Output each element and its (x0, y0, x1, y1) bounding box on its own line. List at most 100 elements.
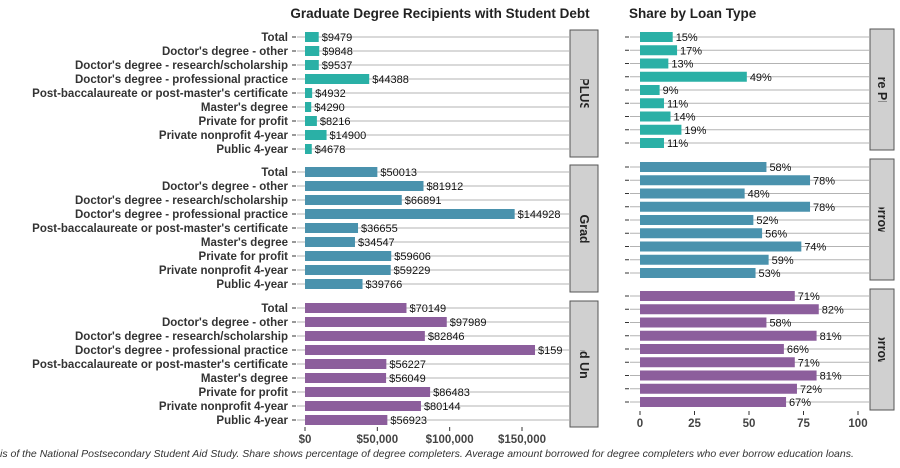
category-label: Private for profit (199, 387, 289, 399)
bar (305, 251, 392, 261)
bar (640, 215, 754, 225)
strip: Share Borrowed Grad (869, 155, 895, 284)
bar (640, 344, 784, 354)
strip-box (569, 29, 599, 158)
data-label: $70149 (409, 303, 446, 315)
data-label: $4932 (315, 88, 346, 100)
data-label: 11% (667, 138, 688, 150)
panel-1: Total $9479 Doctor's degree - other $9848 Do… (32, 32, 569, 156)
panel-2: 58% 78% 48% 78% 52%56% 74% 59%53% (625, 162, 869, 280)
bar (640, 111, 671, 122)
category-label: Master's degree (201, 102, 288, 114)
data-label: 13% (671, 59, 693, 71)
data-label: $97989 (450, 317, 487, 329)
category-label: Doctor's degree - professional practice (75, 345, 288, 357)
category-label: Public 4-year (216, 415, 288, 427)
panel-3: 71%82%58%81%66%71%81%72%67% (625, 291, 869, 409)
data-label: 81% (820, 331, 842, 343)
bar (640, 397, 787, 407)
data-label: $9848 (322, 46, 353, 58)
data-label: 52% (756, 215, 778, 227)
bar (640, 201, 811, 212)
category-label: Private nonprofit 4-year (159, 130, 289, 142)
data-label: 71% (798, 291, 820, 303)
data-label: 71% (798, 357, 820, 369)
bar (305, 116, 317, 126)
data-label: $14900 (330, 130, 367, 142)
bar (640, 330, 817, 341)
x-tick-label: $0 (299, 434, 312, 446)
data-label: 15% (676, 32, 698, 44)
data-label: $81912 (426, 181, 463, 193)
data-label: $34547 (358, 237, 395, 249)
x-tick-label: $150,000 (498, 434, 546, 446)
panel-1: 15%17%13%49%9%11%14%19%11% (625, 32, 869, 150)
category-label: Doctor's degree - other (162, 46, 289, 58)
category-label: Public 4-year (216, 144, 288, 156)
x-tick-label: 100 (848, 418, 867, 430)
category-label: Doctor's degree - other (162, 181, 289, 193)
x-tick-label: $100,000 (426, 434, 474, 446)
x-tick-label: 0 (637, 418, 643, 430)
strip-label: Total PLUS Debt (577, 45, 591, 143)
category-label: Master's degree (201, 373, 288, 385)
bar (640, 304, 819, 315)
strip: Share Borrowed Ever (869, 288, 895, 411)
strip: Total Grad Debt (569, 164, 599, 293)
data-label: $56923 (390, 415, 427, 427)
bar (640, 228, 763, 239)
bar (640, 291, 795, 301)
data-label: 11% (667, 98, 688, 110)
x-tick-label: $50,000 (357, 434, 399, 446)
strip: Total PLUS Debt (569, 29, 599, 158)
bar (305, 46, 320, 56)
data-label: 58% (769, 318, 791, 330)
category-label: Private nonprofit 4-year (159, 265, 289, 277)
bar (640, 188, 745, 199)
data-label: 67% (789, 397, 811, 409)
data-label: $82846 (428, 331, 465, 343)
data-label: $8216 (320, 116, 351, 128)
bar (305, 303, 407, 313)
data-label: 53% (759, 268, 781, 280)
bar (640, 383, 797, 394)
strip-label: Share Borrowed Grad (875, 155, 889, 284)
category-label: Public 4-year (216, 279, 288, 291)
data-label: $39766 (366, 279, 403, 291)
category-label: Doctor's degree - research/scholarship (75, 331, 288, 343)
category-label: Private nonprofit 4-year (159, 401, 289, 413)
strip-box (569, 164, 599, 293)
bar (305, 209, 515, 219)
data-label: 59% (772, 255, 794, 267)
category-label: Doctor's degree - research/scholarship (75, 195, 288, 207)
data-label: 81% (820, 371, 842, 383)
panel-2: Total $50013 Doctor's degree - other $81912… (32, 167, 569, 291)
bar (305, 279, 363, 289)
bar (305, 181, 424, 191)
bar (305, 60, 319, 70)
bar (640, 85, 660, 95)
data-label: $9479 (322, 32, 353, 44)
left-chart-title: Graduate Degree Recipients with Student … (290, 6, 590, 21)
data-label: $4678 (315, 144, 346, 156)
category-label: Private for profit (199, 116, 289, 128)
data-label: 74% (804, 242, 826, 254)
bar (640, 268, 756, 278)
data-label: 48% (748, 189, 770, 201)
category-label: Post-baccalaureate or post-master's cert… (32, 88, 288, 100)
bar (305, 195, 402, 205)
bar (640, 58, 669, 69)
x-tick-label: 50 (743, 418, 756, 430)
bar (640, 175, 811, 186)
bar (305, 102, 312, 112)
category-label: Doctor's degree - research/scholarship (75, 60, 288, 72)
data-label: $56227 (389, 359, 426, 371)
data-label: $56049 (389, 373, 426, 385)
data-label: $66891 (405, 195, 442, 207)
category-label: Total (261, 32, 288, 44)
data-label: 56% (765, 228, 787, 240)
strip-label: Share PLUS (875, 54, 889, 126)
category-label: Doctor's degree - professional practice (75, 209, 288, 221)
bar (305, 74, 370, 84)
